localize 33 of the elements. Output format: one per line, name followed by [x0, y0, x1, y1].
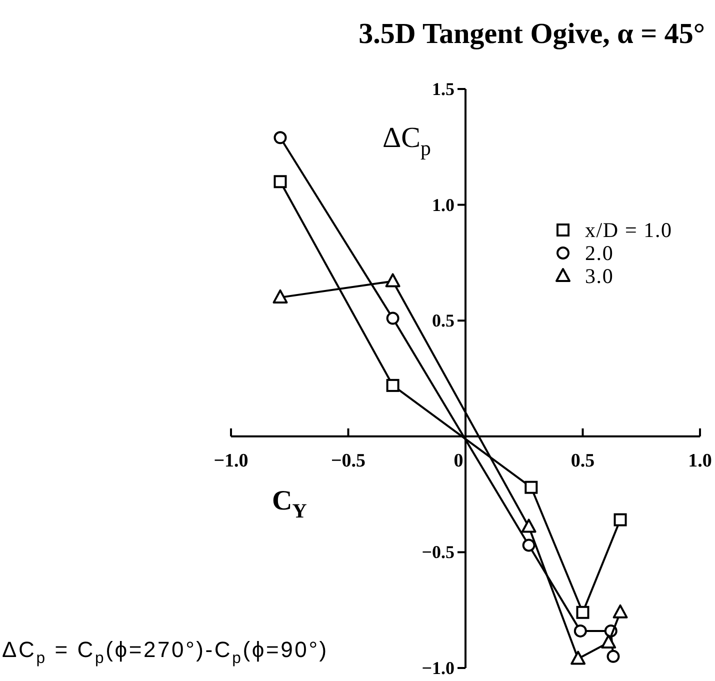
y-tick-label: 0.5	[432, 310, 454, 331]
x-tick-label: −0.5	[330, 450, 366, 472]
y-tick-label: 1.0	[432, 194, 454, 215]
legend-label: 3.0	[585, 264, 614, 288]
legend-label: x/D = 1.0	[585, 218, 672, 242]
point	[274, 131, 287, 144]
point	[570, 650, 586, 665]
point	[386, 312, 400, 325]
point	[576, 606, 590, 619]
x-tick-label: 0	[454, 450, 464, 472]
x-axis-title: C$_{Y}$	[272, 485, 308, 522]
point	[524, 480, 538, 494]
x-tick-label: 0.5	[570, 450, 595, 472]
point	[601, 634, 616, 649]
y-axis-title: ΔC$_{p}$	[382, 122, 431, 160]
x-tick-label: −1.0	[214, 450, 248, 472]
point	[386, 378, 400, 392]
point	[521, 518, 536, 533]
y-tick-label: −1.0	[422, 658, 454, 678]
point	[574, 624, 587, 638]
point	[274, 175, 287, 188]
point	[606, 650, 620, 663]
y-tick-label: 1.5	[432, 79, 454, 99]
point	[612, 604, 628, 618]
annotation: ΔC$_{p}$ = C$_{p}$(ϕ=270°)-C$_{p}$(ϕ=90°)	[2, 637, 328, 668]
y-tick-label: −0.5	[422, 542, 454, 562]
chart-title: 3.5D Tangent Ogive, α = 45°	[358, 18, 705, 50]
point	[385, 273, 400, 288]
point	[522, 538, 536, 552]
point	[614, 513, 627, 526]
point	[272, 289, 288, 304]
x-tick-label: 1.0	[688, 450, 712, 472]
legend-label: 2.0	[585, 241, 614, 265]
